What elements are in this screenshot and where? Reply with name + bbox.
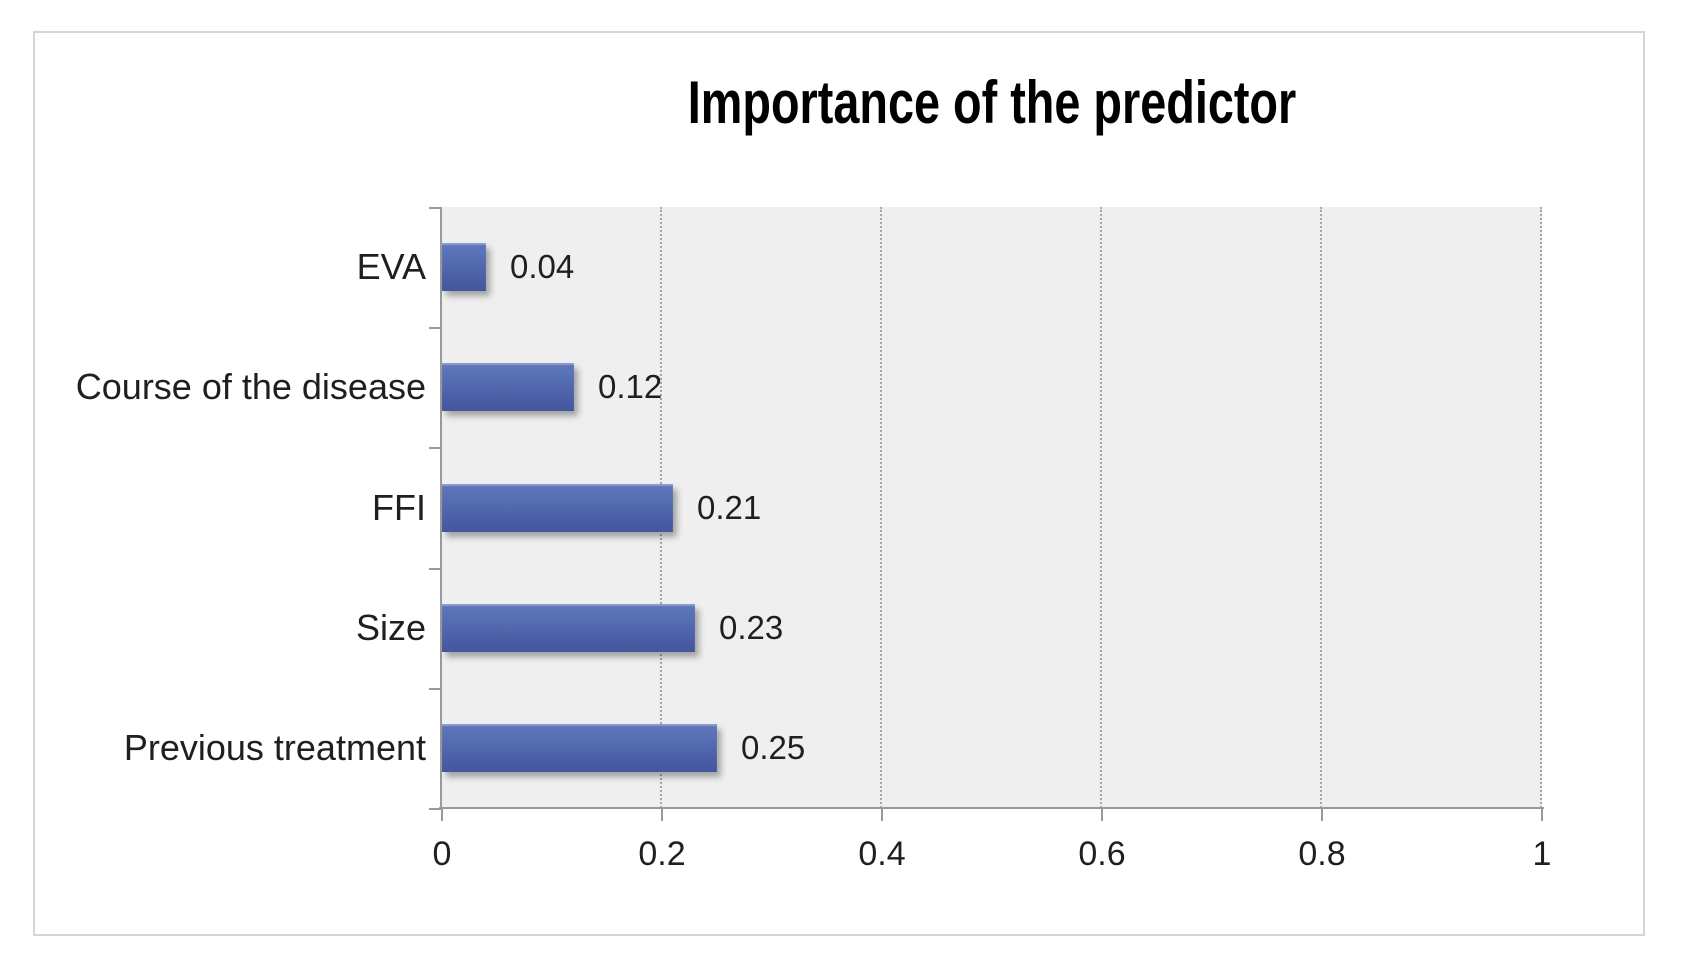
- bar-value-label-eva: 0.04: [510, 248, 575, 285]
- y-axis-tick: [429, 447, 441, 449]
- bar-value-label-previous-treatment: 0.25: [741, 729, 806, 766]
- category-label-size: Size: [355, 607, 426, 648]
- category-label-previous-treatment: Previous treatment: [123, 727, 426, 768]
- category-label-eva: EVA: [356, 246, 426, 287]
- y-axis-line: [440, 207, 442, 809]
- y-axis-tick: [429, 808, 441, 810]
- y-axis-tick: [429, 327, 441, 329]
- x-axis-tick-0.6: [1101, 809, 1103, 821]
- x-axis-tick-1: [1541, 809, 1543, 821]
- bar-size: [442, 604, 695, 652]
- x-tick-label-1: 1: [1532, 835, 1552, 873]
- category-label-ffi: FFI: [372, 487, 426, 528]
- gridline-1: [1540, 207, 1542, 808]
- x-tick-label-0.6: 0.6: [1078, 835, 1126, 873]
- x-tick-label-0.2: 0.2: [638, 835, 686, 873]
- x-tick-label-0.4: 0.4: [858, 835, 906, 873]
- x-axis-tick-0.4: [881, 809, 883, 821]
- x-axis-tick-0.2: [661, 809, 663, 821]
- bar-previous-treatment: [442, 724, 717, 772]
- x-axis-tick-0: [441, 809, 443, 821]
- gridline-0.8: [1320, 207, 1322, 808]
- y-axis-tick: [429, 688, 441, 690]
- bar-eva: [442, 243, 486, 291]
- y-axis-tick: [429, 568, 441, 570]
- bar-ffi: [442, 484, 673, 532]
- bar-value-label-size: 0.23: [719, 609, 784, 646]
- gridline-0.4: [880, 207, 882, 808]
- category-label-course-of-the-disease: Course of the disease: [75, 366, 426, 407]
- x-tick-label-0.8: 0.8: [1298, 835, 1346, 873]
- chart-title: Importance of the predictor: [687, 69, 1297, 136]
- gridline-0.6: [1100, 207, 1102, 808]
- x-axis-line: [439, 807, 1544, 809]
- bar-value-label-course-of-the-disease: 0.12: [598, 368, 663, 405]
- x-axis-tick-0.8: [1321, 809, 1323, 821]
- y-axis-tick: [429, 207, 441, 209]
- x-tick-label-0: 0: [432, 835, 452, 873]
- bar-course-of-the-disease: [442, 363, 574, 411]
- bar-value-label-ffi: 0.21: [697, 489, 762, 526]
